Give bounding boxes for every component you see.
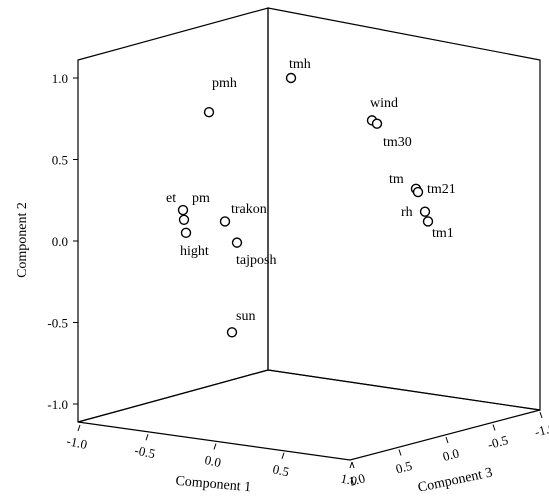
point-tm21	[412, 186, 424, 198]
x-axis-ticks: -1.0 -0.5 0.0 0.5 1.0	[65, 424, 358, 489]
point-label-tm21: tm21	[427, 182, 456, 197]
x-tick-label: -0.5	[133, 442, 156, 461]
point-label-wind: wind	[370, 96, 398, 111]
z-tick-label: 0.5	[394, 458, 414, 477]
point-tmh	[285, 72, 297, 84]
z-tick-label: 1.0	[347, 470, 367, 489]
point-label-tm30: tm30	[383, 135, 412, 150]
point-pmh	[203, 107, 215, 118]
y-tick-label: 0.5	[52, 153, 68, 168]
point-label-tm: tm	[389, 172, 404, 187]
point-tajposh	[231, 237, 243, 248]
z-tick-mark	[492, 424, 496, 431]
point-tm30	[371, 118, 383, 129]
point-pm	[178, 214, 190, 226]
z-axis-label: Component 3	[417, 465, 494, 495]
z-tick-mark	[445, 436, 449, 444]
point-label-pmh: pmh	[212, 76, 237, 91]
x-tick-mark	[77, 424, 81, 432]
point-label-et: et	[166, 191, 176, 206]
x-axis-label: Component 1	[175, 474, 252, 496]
x-tick-label: 1.0	[339, 471, 358, 489]
y-tick-label: 1.0	[52, 71, 68, 86]
point-label-pm: pm	[192, 191, 210, 206]
x-tick-mark	[281, 452, 285, 459]
z-tick-mark	[398, 449, 402, 456]
point-label-tm1: tm1	[432, 226, 454, 241]
point-label-tajposh: tajposh	[236, 253, 276, 268]
z-tick-mark	[351, 461, 355, 469]
x-tick-mark	[349, 461, 353, 469]
x-tick-label: 0.5	[271, 461, 290, 479]
y-axis-ticks: -1.0 -0.5 0.0 0.5 1.0	[47, 71, 78, 412]
z-tick-label: 0.0	[441, 445, 461, 464]
y-tick-label: -1.0	[47, 397, 68, 412]
y-tick-label: -0.5	[47, 316, 68, 331]
z-axis-ticks: 1.0 0.5 0.0 -0.5 -1.0	[347, 411, 549, 489]
point-sun	[226, 327, 238, 338]
point-label-tmh: tmh	[289, 57, 311, 72]
point-label-trakon: trakon	[231, 202, 267, 217]
point-rh	[419, 206, 431, 217]
plot-frame	[77, 7, 541, 461]
point-hight	[180, 227, 192, 239]
z-tick-label: -1.0	[533, 420, 549, 440]
z-tick-mark	[539, 411, 543, 419]
z-tick-label: -0.5	[486, 432, 510, 452]
point-label-hight: hight	[180, 244, 209, 259]
data-points: tmh pmh wind tm30 tm tm21 rh tm1 et pm hight trakon…	[166, 57, 456, 338]
point-trakon	[219, 216, 231, 227]
x-tick-label: -1.0	[65, 433, 88, 452]
floor	[77, 369, 541, 461]
x-tick-label: 0.0	[203, 452, 222, 470]
x-tick-mark	[145, 434, 149, 441]
y-axis-label: Component 2	[15, 202, 30, 278]
point-label-sun: sun	[236, 309, 255, 324]
point-label-rh: rh	[401, 205, 413, 220]
x-tick-mark	[213, 443, 217, 450]
y-tick-label: 0.0	[52, 234, 68, 249]
point-tm1	[422, 216, 434, 227]
point-et	[177, 204, 189, 216]
